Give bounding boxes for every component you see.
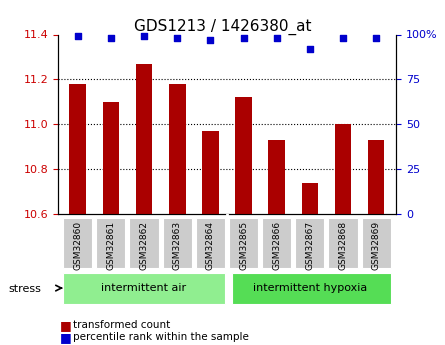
Point	[306, 46, 313, 52]
Text: GSM32862: GSM32862	[140, 221, 149, 270]
Bar	[169, 84, 186, 214]
Point	[207, 37, 214, 43]
Text: GDS1213 / 1426380_at: GDS1213 / 1426380_at	[134, 19, 311, 35]
Bar	[103, 102, 119, 214]
Text: GSM32864: GSM32864	[206, 221, 215, 270]
FancyBboxPatch shape	[63, 273, 225, 304]
Text: stress: stress	[9, 284, 42, 294]
FancyBboxPatch shape	[328, 218, 358, 268]
Text: GSM32865: GSM32865	[239, 221, 248, 270]
Point	[340, 35, 347, 41]
Text: transformed count: transformed count	[73, 321, 171, 330]
Text: GSM32863: GSM32863	[173, 221, 182, 270]
Point	[273, 35, 280, 41]
FancyBboxPatch shape	[362, 218, 391, 268]
Bar	[302, 183, 318, 214]
Bar	[268, 140, 285, 214]
FancyBboxPatch shape	[229, 218, 258, 268]
Text: GSM32869: GSM32869	[372, 221, 380, 270]
Bar	[368, 140, 384, 214]
Text: intermittent hypoxia: intermittent hypoxia	[253, 283, 367, 293]
Text: percentile rank within the sample: percentile rank within the sample	[73, 333, 249, 342]
Bar	[235, 97, 252, 214]
Text: GSM32868: GSM32868	[339, 221, 348, 270]
FancyBboxPatch shape	[232, 273, 391, 304]
Point	[240, 35, 247, 41]
FancyBboxPatch shape	[162, 218, 192, 268]
FancyBboxPatch shape	[295, 218, 324, 268]
Text: GSM32867: GSM32867	[305, 221, 314, 270]
FancyBboxPatch shape	[129, 218, 159, 268]
Point	[141, 33, 148, 39]
FancyBboxPatch shape	[262, 218, 291, 268]
Text: ■: ■	[60, 319, 72, 332]
Point	[74, 33, 81, 39]
FancyBboxPatch shape	[196, 218, 225, 268]
Text: GSM32861: GSM32861	[106, 221, 115, 270]
FancyBboxPatch shape	[96, 218, 125, 268]
Point	[174, 35, 181, 41]
Bar	[202, 131, 218, 214]
FancyBboxPatch shape	[63, 218, 92, 268]
Bar	[136, 64, 152, 214]
Text: ■: ■	[60, 331, 72, 344]
Text: GSM32866: GSM32866	[272, 221, 281, 270]
Point	[107, 35, 114, 41]
Text: intermittent air: intermittent air	[101, 283, 186, 293]
Text: GSM32860: GSM32860	[73, 221, 82, 270]
Bar	[335, 124, 351, 214]
Bar	[69, 84, 86, 214]
Point	[372, 35, 380, 41]
